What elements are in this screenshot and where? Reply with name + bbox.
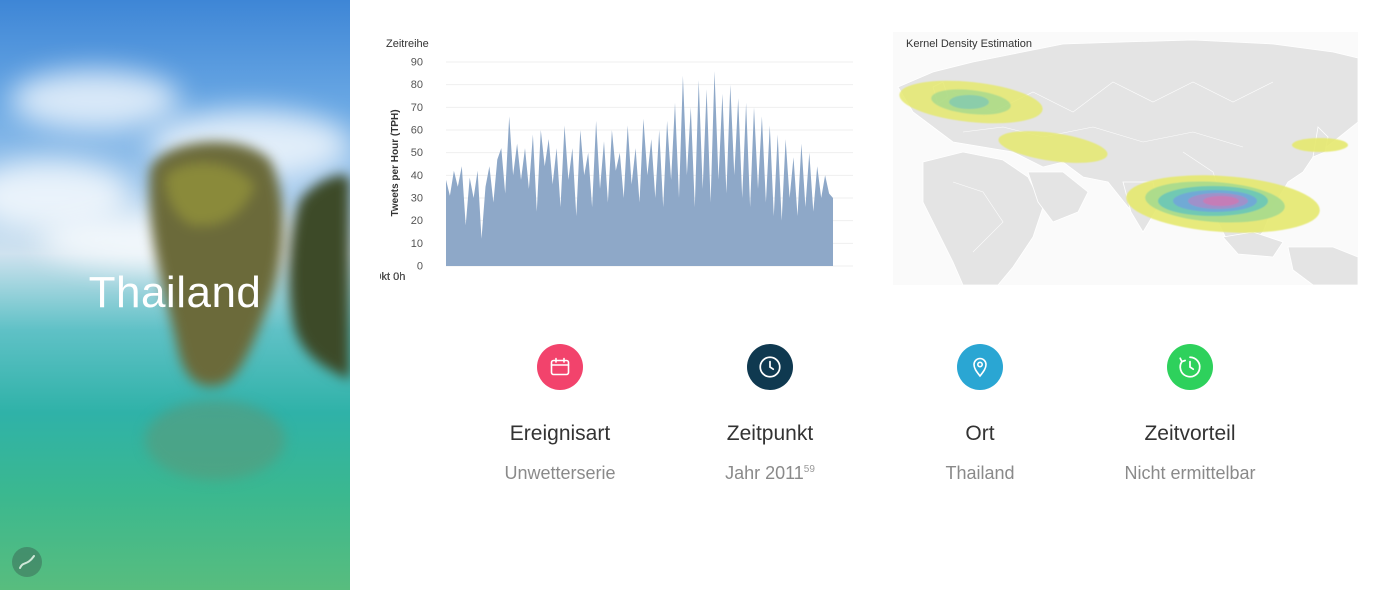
y-tick-label: 90 <box>411 57 423 69</box>
card-label: Ereignisart <box>509 422 611 445</box>
density-map-panel: Kernel Density Estimation <box>893 32 1358 285</box>
card-label: Zeitvorteil <box>1144 422 1236 445</box>
logo-icon[interactable] <box>12 547 42 577</box>
hero-title: Thailand <box>88 268 262 317</box>
y-tick-label: 0 <box>417 261 423 273</box>
map-title: Kernel Density Estimation <box>906 38 1032 50</box>
timeseries-title: Zeitreihe <box>386 38 429 50</box>
timeseries-chart: 0 10 20 30 40 50 60 70 80 90 16. Okt 0h19. Okt 0h… <box>380 57 853 283</box>
x-tick-label: 16. Okt 0h <box>380 271 405 283</box>
x-tick-label: 28. Okt 0h <box>380 271 405 283</box>
y-tick-label: 70 <box>411 102 423 114</box>
x-tick-label: 19. Okt 0h <box>380 271 405 283</box>
clock-check-icon <box>1167 344 1213 390</box>
card-label: Zeitpunkt <box>726 422 814 445</box>
y-tick-label: 80 <box>411 79 423 91</box>
timeseries-panel: Zeitreihe 0 10 20 30 40 50 60 70 80 90 16. Okt 0h… <box>380 30 860 290</box>
world-land <box>897 39 1358 285</box>
card-event-type: Ereignisart Unwetterserie <box>460 344 660 484</box>
hero-image: Thailand <box>0 0 350 590</box>
tweets-area-series <box>446 71 833 266</box>
timeseries-y-axis-label: Tweets per Hour (TPH) <box>390 109 401 216</box>
clock-icon <box>747 344 793 390</box>
y-tick-label: 60 <box>411 125 423 137</box>
map-pin-icon <box>957 344 1003 390</box>
density-map <box>897 39 1358 285</box>
footnote-reference[interactable]: 59 <box>803 464 815 475</box>
calendar-icon <box>537 344 583 390</box>
y-tick-label: 40 <box>411 170 423 182</box>
card-value: Thailand <box>945 463 1015 483</box>
y-tick-label: 30 <box>411 193 423 205</box>
card-time-point: Zeitpunkt Jahr 201159 <box>670 344 870 484</box>
y-tick-label: 50 <box>411 147 423 159</box>
limestone-rock-image <box>145 141 350 480</box>
x-tick-label: 22. Okt 0h <box>380 271 405 283</box>
card-label: Ort <box>965 422 995 445</box>
card-value: Jahr 201159 <box>725 463 815 483</box>
card-value: Nicht ermittelbar <box>1124 463 1256 483</box>
card-location: Ort Thailand <box>880 344 1080 484</box>
card-time-advantage: Zeitvorteil Nicht ermittelbar <box>1090 344 1290 484</box>
y-tick-label: 10 <box>411 238 423 250</box>
density-hotspots <box>899 80 1348 233</box>
x-tick-label: 25. Okt 0h <box>380 271 405 283</box>
y-tick-label: 20 <box>411 215 423 227</box>
card-value: Unwetterserie <box>504 463 616 483</box>
